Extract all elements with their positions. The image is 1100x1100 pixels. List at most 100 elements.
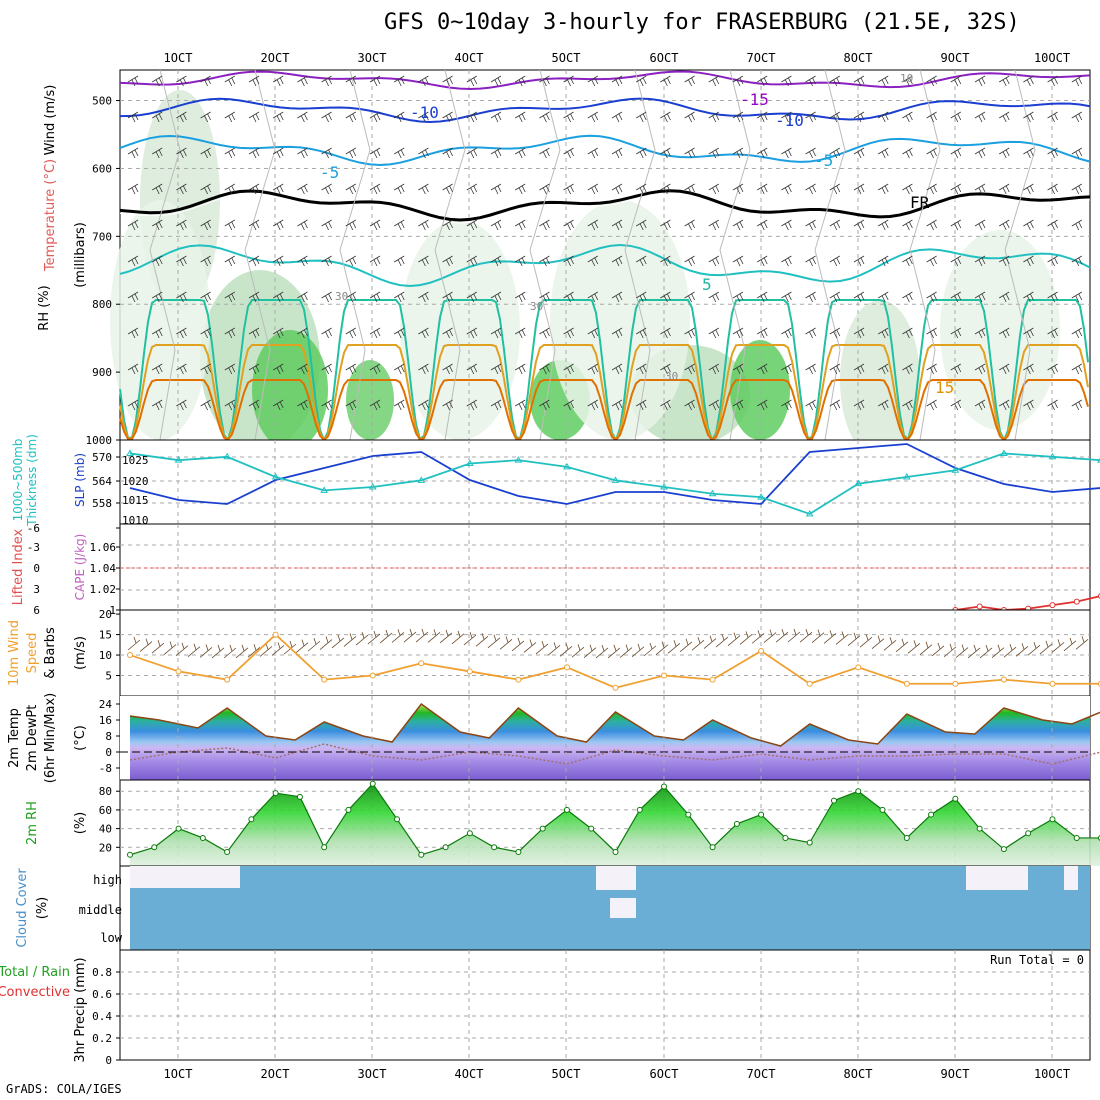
y-tick: -8 [99,762,112,775]
wind-barb [345,219,357,231]
wind-barb [466,327,478,339]
wind-barb [297,111,308,123]
rh-point [369,780,376,787]
cape-panel: -6 -3 0 3 6 1.06 1.04 1.02 1 [27,522,1100,617]
contour-label: 30 [530,300,543,313]
y-tick: 16 [99,714,112,727]
cloud-clear [610,898,636,918]
wind-barb [514,399,526,411]
wind-barb [563,255,574,267]
bottom-x-tick: 10OCT [1034,1067,1070,1081]
wind-barb [151,183,163,195]
wind10-barb [439,629,453,644]
wind-barb [829,147,841,159]
wind-barb [635,183,647,195]
wind-barb [805,399,816,411]
wind-barb [853,75,865,87]
wind-barb [635,147,647,159]
label-thickness1: 1000~500mb [11,439,25,522]
wind-barb [369,327,381,339]
wind-barb [732,183,744,195]
wind-barb [127,363,139,375]
y-tick: 900 [92,366,112,379]
wind-barb [224,219,236,231]
wind-barb [708,255,720,267]
wind-barb [1047,255,1058,267]
wind-barb [321,327,332,339]
wind-barb [974,363,986,375]
top-x-tick-labels: 1OCT 2OCT 3OCT 4OCT 5OCT 6OCT 7OCT 8OCT 9OCT 10OC… [164,51,1071,65]
wind-barb [926,183,937,195]
wind-barb [442,363,453,375]
wind-barb [418,399,429,411]
wind-barb [248,183,260,195]
wind-barb [200,111,211,123]
wind-barb [321,255,332,267]
top-x-tick: 9OCT [941,51,970,65]
wind-barb [974,111,986,123]
wind-barb [611,327,623,339]
upper-y-ticks: 500 600 700 800 900 1000 [86,95,120,447]
contour-minus15 [119,70,1091,90]
wind-barb [1023,291,1034,303]
wind10-barb [283,640,297,655]
wind-barb [684,363,695,375]
wind-barb [877,111,889,123]
wind-barb [321,291,332,303]
wind10-barb [883,637,897,651]
wind-barb [393,399,405,411]
wind-barb [514,363,526,375]
bottom-x-tick: 8OCT [844,1067,873,1081]
wind-barb [200,75,211,87]
wind-barb [998,219,1010,231]
label-lifted-index: Lifted Index [11,528,26,605]
wind-barb [272,399,284,411]
wind-barb [393,327,405,339]
wind-barb [660,327,671,339]
wind-barb [321,399,332,411]
rh-point [394,816,401,823]
wind-barb [1023,255,1034,267]
wind-barb [805,291,816,303]
wind-barb [490,399,502,411]
temp2m-area [120,696,1100,780]
wind-barb [950,363,962,375]
y-tick: 8 [105,730,112,743]
wind-barb [127,111,139,123]
y-tick: 20 [99,841,112,854]
label-wind10-3: & Barbs [43,627,58,679]
wind10-barb [463,631,477,646]
label-cloud: Cloud Cover [15,868,30,948]
wind-barb [127,399,139,411]
wind10-barb [715,633,729,648]
wind10-barb [415,628,429,643]
top-x-tick: 6OCT [650,51,679,65]
wind-barb [998,327,1010,339]
wind-barb [926,255,937,267]
rh-point [661,783,668,790]
wind-barb [708,219,720,231]
wind-barb [926,291,937,303]
wind-barb [660,111,671,123]
wind-barb [466,291,478,303]
y-tick: 500 [92,95,112,108]
wind-speed-line-point [709,676,716,683]
contour-plus5 [119,244,1091,287]
wind10-barb [835,631,849,645]
wind-barb [539,147,550,159]
wind-barb [756,255,768,267]
label-wind10-1: 10m Wind [7,620,22,686]
rh-point [466,830,473,837]
cape-right-tick: 1.06 [90,541,117,554]
wind-barb [466,147,478,159]
wind-barb [732,111,744,123]
contour-label: 30 [335,290,348,303]
wind-barb [272,147,284,159]
cloud-ticks: high middle low [79,873,123,945]
grey-isoline [339,69,371,441]
contour-label: 10 [900,72,913,85]
wind-barb [321,111,332,123]
wind-barb [926,147,937,159]
wind-barb [127,183,139,195]
